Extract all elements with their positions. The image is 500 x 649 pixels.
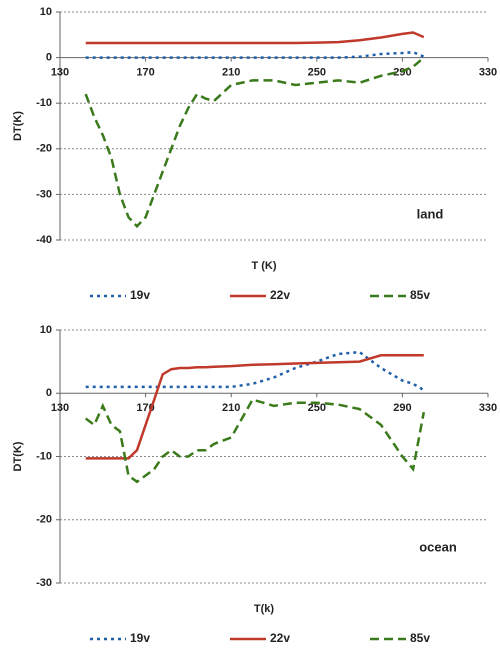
y-tick-label: -20 xyxy=(36,514,52,526)
x-tick-label: 210 xyxy=(222,67,240,79)
y-tick-label: 0 xyxy=(46,52,52,64)
y-axis-title: DT(K) xyxy=(12,111,24,141)
x-tick-label: 250 xyxy=(308,67,326,79)
legend-label: 85v xyxy=(410,631,430,645)
legend-label: 85v xyxy=(410,288,430,302)
data-line xyxy=(85,350,425,392)
annotation: land xyxy=(417,206,444,221)
legend-label: 22v xyxy=(270,631,290,645)
x-tick-label: 330 xyxy=(479,402,497,414)
legend-label: 22v xyxy=(270,288,290,302)
x-tick-label: 170 xyxy=(136,67,154,79)
x-tick-label: 130 xyxy=(51,402,69,414)
data-line xyxy=(84,56,425,229)
y-tick-label: 10 xyxy=(40,324,52,336)
y-tick-label: 0 xyxy=(46,387,52,399)
x-tick-label: 330 xyxy=(479,67,497,79)
x-axis-title: T (K) xyxy=(251,260,276,272)
x-tick-label: 130 xyxy=(51,67,69,79)
legend-label: 19v xyxy=(130,631,150,645)
annotation: ocean xyxy=(419,539,457,554)
data-line xyxy=(84,398,426,484)
y-tick-label: -10 xyxy=(36,97,52,109)
y-tick-label: -20 xyxy=(36,143,52,155)
x-axis-title: T(k) xyxy=(254,603,275,615)
legend-label: 19v xyxy=(130,288,150,302)
x-tick-label: 290 xyxy=(393,402,411,414)
y-tick-label: -10 xyxy=(36,450,52,462)
y-tick-label: -40 xyxy=(36,234,52,246)
data-line xyxy=(85,50,425,59)
y-tick-label: -30 xyxy=(36,188,52,200)
x-tick-label: 250 xyxy=(308,402,326,414)
y-axis-title: DT(K) xyxy=(12,441,24,471)
y-tick-label: 10 xyxy=(40,6,52,18)
y-tick-label: -30 xyxy=(36,577,52,589)
x-tick-label: 210 xyxy=(222,402,240,414)
data-line xyxy=(85,354,424,460)
data-line xyxy=(85,31,425,45)
